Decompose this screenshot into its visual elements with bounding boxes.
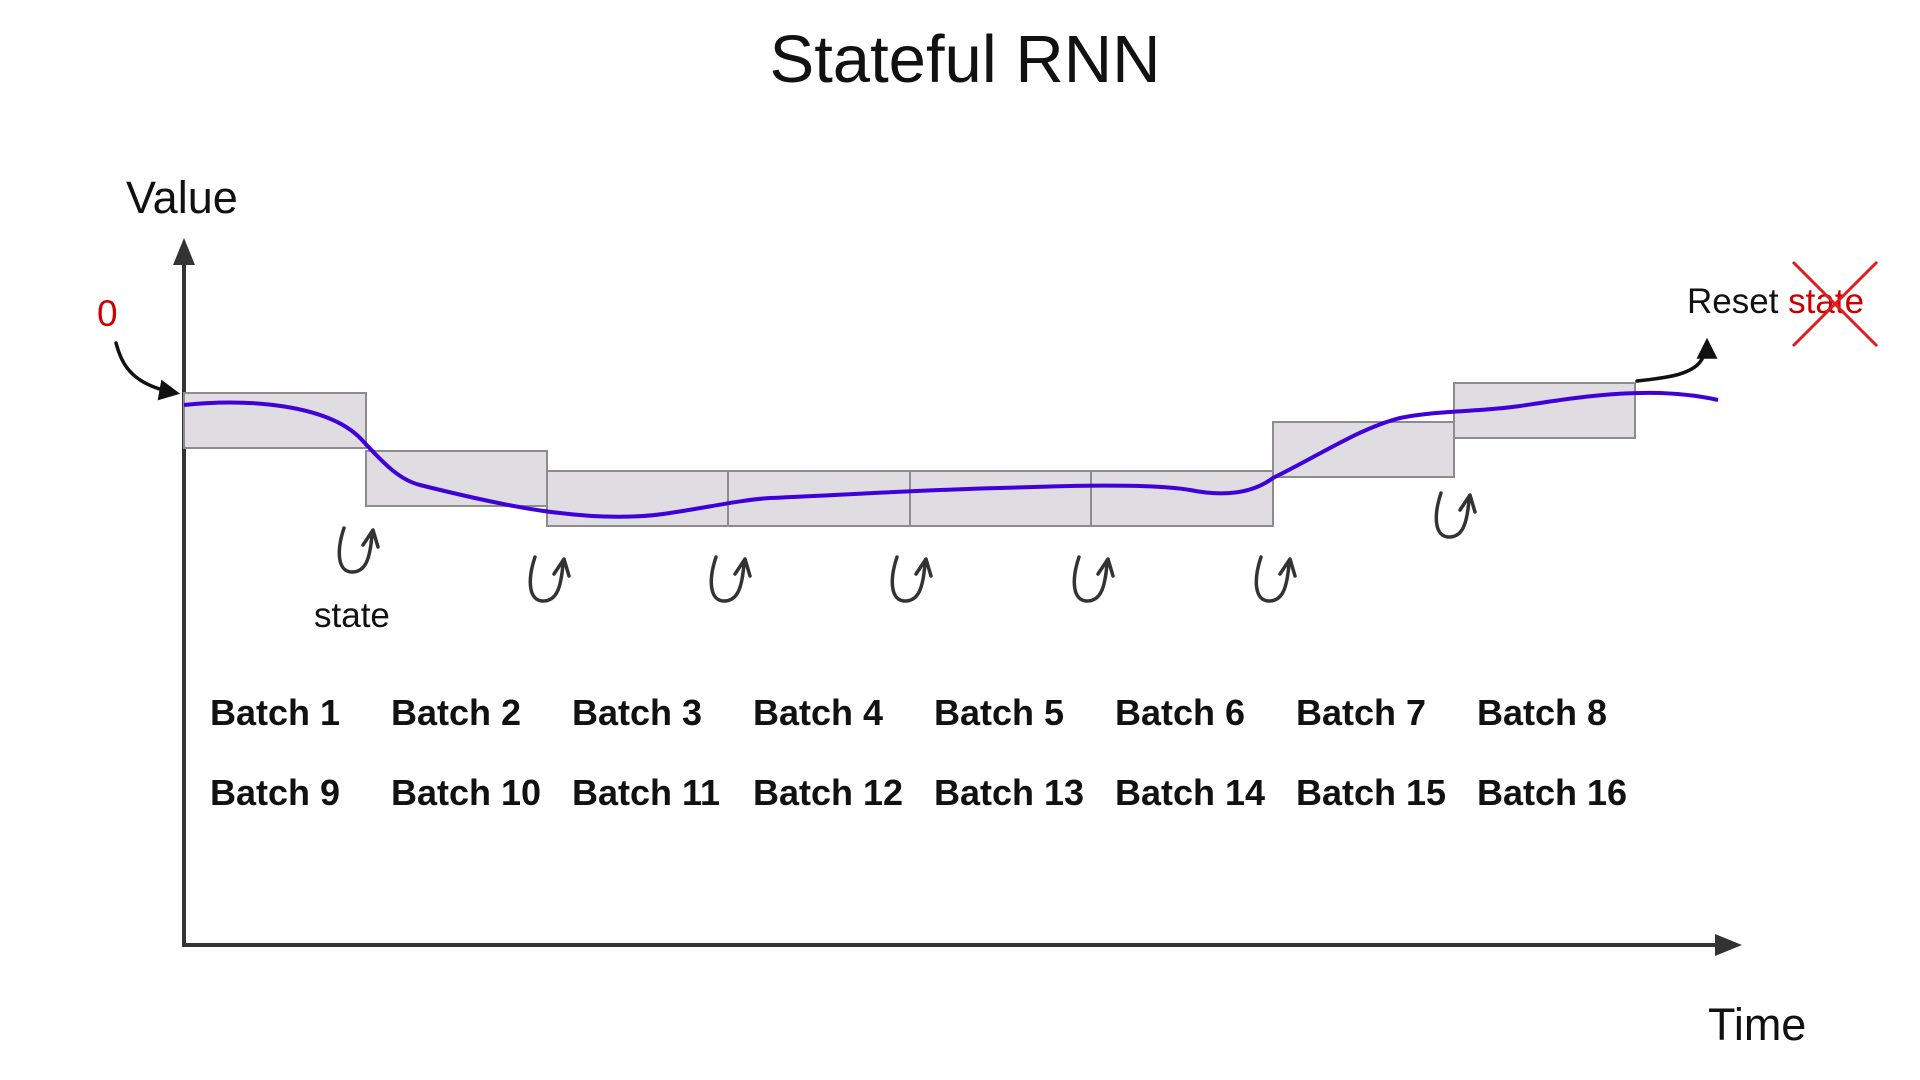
batch-label: Batch 11 [572,772,720,813]
x-axis-arrowhead [1715,934,1742,956]
curved-up-arrow-icon [337,526,380,574]
batch-label: Batch 1 [210,692,340,733]
batch-window-8 [1453,382,1636,439]
batch-label: Batch 3 [572,692,702,733]
curved-up-arrow-icon [528,555,571,603]
batch-window-6 [1090,470,1274,527]
red-x-cross-icon [1791,260,1879,348]
curved-up-arrow-icon [1072,555,1115,603]
curved-up-arrow-icon [1434,491,1477,539]
batch-labels-row-1: Batch 1 Batch 2 Batch 3 Batch 4 Batch 5 … [210,692,1607,733]
reset-state-arrow [1635,337,1718,383]
initial-state-zero: 0 [97,293,118,334]
batch-label: Batch 6 [1115,692,1245,733]
batch-label: Batch 8 [1477,692,1607,733]
batch-label: Batch 4 [753,692,883,733]
state-label: state [314,596,390,635]
batch-label: Batch 5 [934,692,1064,733]
state-arrows [337,491,1477,603]
batch-label: Batch 16 [1477,772,1627,813]
batch-label: Batch 10 [391,772,541,813]
batch-window-5 [909,470,1092,527]
batch-labels-row-2: Batch 9 Batch 10 Batch 11 Batch 12 Batch… [210,772,1627,813]
batch-window-2 [365,450,548,507]
batch-label: Batch 15 [1296,772,1446,813]
batch-label: Batch 7 [1296,692,1426,733]
curved-up-arrow-icon [1254,555,1297,603]
batch-windows [183,382,1636,527]
batch-label: Batch 13 [934,772,1084,813]
axes [173,238,1742,956]
diagram-title: Stateful RNN [770,22,1161,97]
x-axis-label: Time [1708,999,1806,1050]
y-axis-arrowhead [173,238,195,265]
initial-state-arrow [114,341,181,401]
y-axis-label: Value [126,172,238,223]
curved-up-arrow-icon [890,555,933,603]
reset-label-prefix: Reset [1687,282,1788,321]
batch-label: Batch 12 [753,772,903,813]
time-series-curve [183,390,1719,519]
curved-up-arrow-icon [709,555,752,603]
batch-label: Batch 2 [391,692,521,733]
batch-label: Batch 14 [1115,772,1265,813]
batch-label: Batch 9 [210,772,340,813]
